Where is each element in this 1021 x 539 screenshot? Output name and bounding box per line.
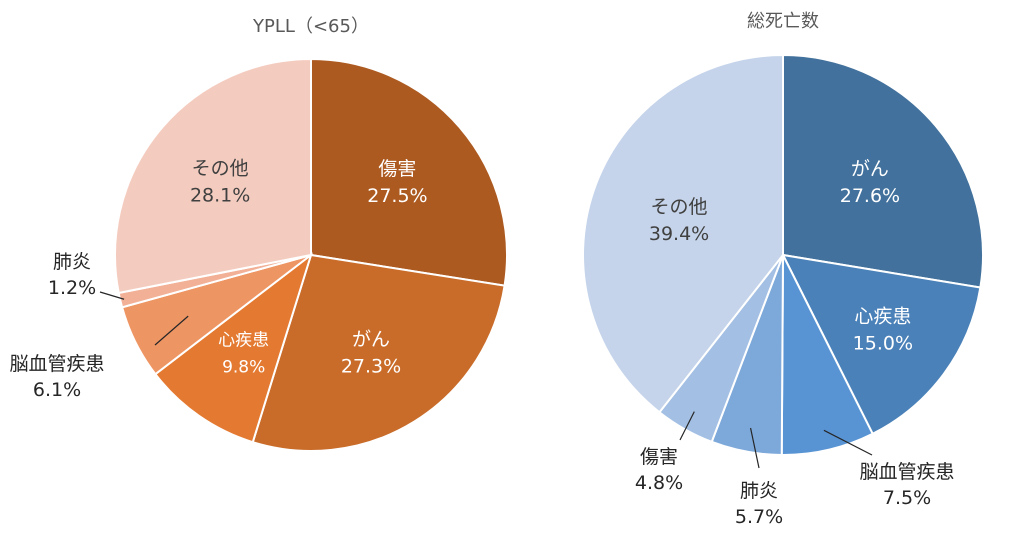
slice-value-label: 6.1% [33, 379, 81, 401]
leader-line [823, 429, 873, 456]
leader-line [154, 315, 189, 346]
pie-slice [153, 252, 313, 444]
slice-value-label: 9.8% [222, 357, 265, 377]
slice-label: 心疾患 [218, 330, 269, 350]
slice-label: その他 [192, 157, 249, 179]
slice-label: 傷害 [640, 446, 678, 468]
slice-label: 心疾患 [854, 306, 911, 328]
slice-value-label: 27.5% [367, 185, 427, 207]
leader-line [679, 411, 695, 441]
chart-title: YPLL（<65） [252, 16, 369, 37]
pie-slice [114, 57, 312, 295]
slice-label: 肺炎 [740, 480, 778, 502]
slice-value-label: 27.6% [840, 185, 900, 207]
slice-value-label: 15.0% [853, 333, 913, 355]
slice-value-label: 28.1% [190, 184, 250, 206]
pie-slice [582, 53, 784, 414]
slice-label: その他 [651, 196, 708, 218]
slice-value-label: 7.5% [883, 487, 931, 509]
pie-slice [782, 53, 984, 289]
leader-line [99, 291, 125, 300]
slice-label: 傷害 [378, 158, 416, 180]
slice-value-label: 1.2% [48, 277, 96, 299]
slice-label: がん [352, 329, 390, 351]
slice-label: 脳血管疾患 [9, 353, 104, 375]
slice-value-label: 5.7% [735, 506, 783, 528]
leader-line [749, 427, 760, 469]
slice-value-label: 39.4% [649, 223, 709, 245]
slice-label: 脳血管疾患 [859, 461, 954, 483]
pie-slice [310, 57, 508, 287]
slice-label: がん [851, 158, 889, 180]
slice-label: 肺炎 [53, 251, 91, 273]
chart-title: 総死亡数 [747, 11, 819, 32]
pie-slice [781, 253, 982, 436]
pie-slice [251, 253, 506, 452]
pie-chart-1: YPLL（<65） 傷害 27.5% がん 27.3% 心疾患 9.8% 脳血管疾患 6.1% 肺… [9, 16, 508, 452]
slice-value-label: 27.3% [341, 356, 401, 378]
slice-value-label: 4.8% [635, 472, 683, 494]
